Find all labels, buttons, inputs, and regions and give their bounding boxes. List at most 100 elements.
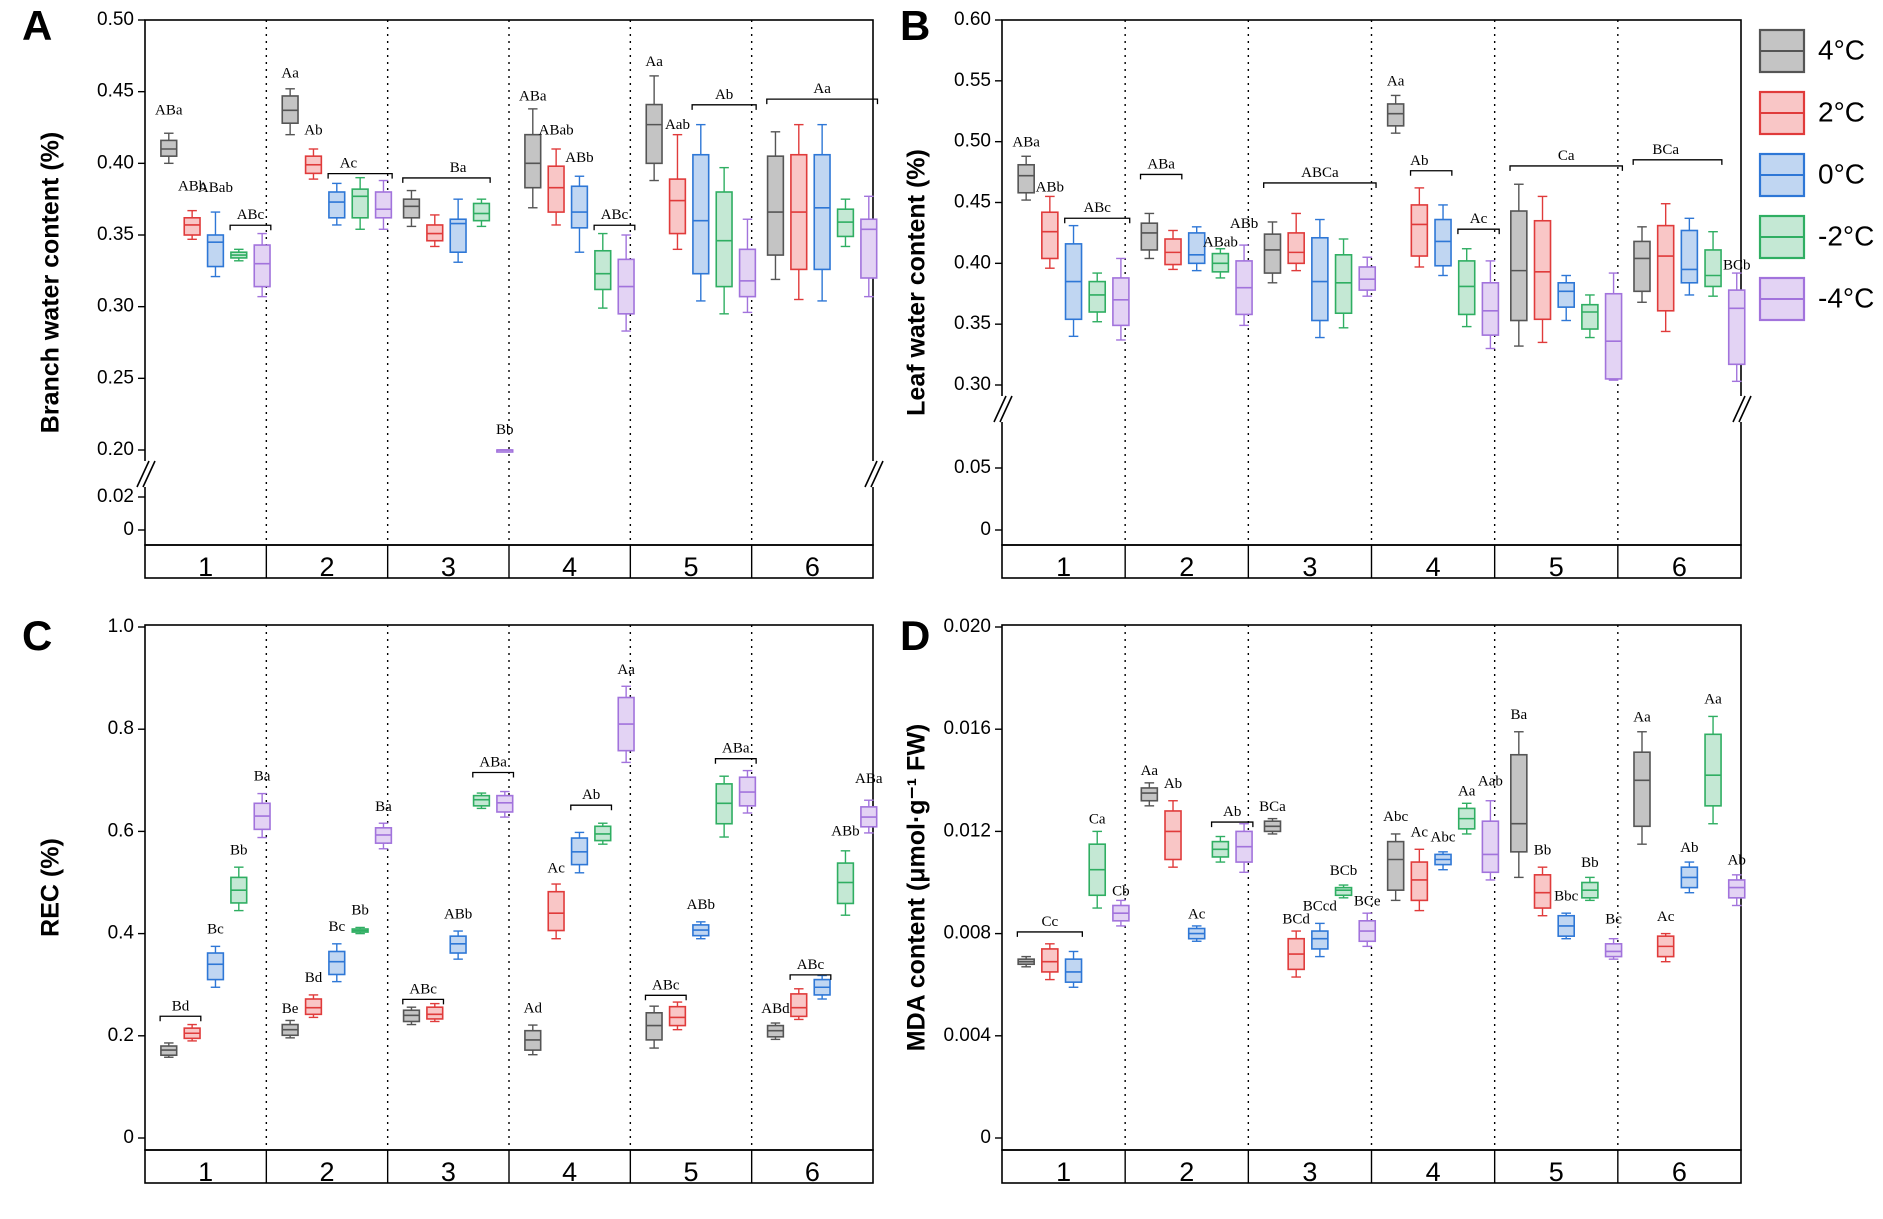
significance-label: Ba <box>1510 707 1527 723</box>
box--2°C <box>836 850 855 916</box>
box-body <box>1510 753 1528 853</box>
box-2°C <box>1041 195 1059 269</box>
box-4°C <box>1510 731 1528 879</box>
significance-label: Ac <box>547 860 565 876</box>
box--2°C <box>715 166 733 315</box>
legend: 4°C 2°C 0°C -2°C -4°C <box>1758 28 1874 322</box>
significance-label: Ca <box>1558 148 1575 164</box>
box-0°C <box>570 831 589 874</box>
y-tick-label: 0.25 <box>97 367 134 388</box>
category-label: 5 <box>1549 552 1564 582</box>
panel-letter: A <box>22 2 52 49</box>
box-4°C <box>1263 221 1282 284</box>
box-0°C <box>1187 226 1206 272</box>
significance-bracket <box>593 224 636 231</box>
significance-label: Ac <box>1411 825 1429 841</box>
category-label: 2 <box>319 552 334 582</box>
box--2°C <box>230 248 248 262</box>
y-tick-label: 0.55 <box>954 70 991 91</box>
box--2°C <box>1704 715 1722 825</box>
significance-label: ABc <box>652 977 680 993</box>
category-label: 6 <box>1672 1157 1687 1187</box>
legend-label: 2°C <box>1818 96 1865 127</box>
box-body <box>183 217 201 236</box>
box-0°C <box>570 175 589 253</box>
box-0°C <box>1064 950 1083 988</box>
significance-label: Ac <box>1657 909 1675 925</box>
y-tick-label: 0.004 <box>943 1025 991 1046</box>
box-body <box>668 1005 687 1027</box>
box-4°C <box>402 1006 421 1026</box>
box-4°C <box>1140 212 1159 260</box>
box-4°C <box>281 88 299 136</box>
box-body <box>813 153 831 271</box>
significance-label: Bb <box>1534 842 1552 858</box>
significance-label: ABc <box>237 207 265 223</box>
significance-label: Ab <box>304 123 322 139</box>
significance-label: Bb <box>496 422 514 438</box>
significance-bracket <box>1409 170 1453 176</box>
box-body <box>860 218 878 279</box>
significance-label: ABa <box>855 771 883 787</box>
box--4°C <box>738 769 757 814</box>
box-body <box>790 993 808 1018</box>
significance-bracket <box>1509 165 1624 171</box>
significance-label: Ba <box>254 768 271 784</box>
significance-bracket <box>1263 182 1377 188</box>
y-axis-label: REC (%) <box>37 838 65 937</box>
box--4°C <box>374 179 393 230</box>
box-4°C <box>1633 731 1651 845</box>
box-body <box>253 244 271 288</box>
y-tick-label: 0.20 <box>97 439 134 460</box>
box-body <box>1704 249 1722 288</box>
significance-bracket <box>1210 821 1254 828</box>
box-body <box>1633 240 1651 293</box>
box--2°C <box>1457 248 1476 328</box>
box--2°C <box>1334 884 1353 899</box>
box-0°C <box>206 211 225 278</box>
box-body <box>1481 281 1500 336</box>
box-4°C <box>281 1019 299 1039</box>
box-body <box>1680 229 1699 284</box>
box-body <box>524 133 542 189</box>
significance-label: BCcd <box>1303 899 1338 915</box>
significance-label: Bb <box>230 842 248 858</box>
significance-bracket <box>402 998 445 1005</box>
box-body <box>1334 886 1353 897</box>
box--2°C <box>1704 230 1722 297</box>
box--2°C <box>472 792 491 810</box>
box-4°C <box>524 1024 542 1056</box>
significance-label: ABb <box>565 150 593 166</box>
box--4°C <box>1727 874 1746 907</box>
significance-label: BCe <box>1354 893 1381 909</box>
box-2°C <box>547 148 565 226</box>
box-body <box>1510 210 1528 322</box>
significance-label: Aab <box>665 117 690 133</box>
y-tick-label: 0.45 <box>97 81 134 102</box>
category-label: 5 <box>683 552 698 582</box>
significance-label: Bc <box>328 919 345 935</box>
significance-label: ABb <box>831 823 859 839</box>
box--4°C <box>1481 800 1500 881</box>
y-tick-label: 0 <box>123 1127 134 1148</box>
category-label: 1 <box>198 1157 213 1187</box>
box-body <box>594 249 612 291</box>
category-label: 2 <box>319 1157 334 1187</box>
box--2°C <box>594 232 612 309</box>
significance-label: BCa <box>1652 142 1679 158</box>
category-label: 1 <box>198 552 213 582</box>
box-body <box>766 155 785 256</box>
box-4°C <box>766 131 785 281</box>
box-body <box>472 202 491 222</box>
significance-label: ABc <box>1083 200 1111 216</box>
box-0°C <box>1434 204 1452 277</box>
y-tick-label: 0.016 <box>943 718 991 739</box>
significance-bracket <box>1016 931 1083 937</box>
box--4°C <box>617 685 635 764</box>
box-body <box>1410 861 1429 902</box>
significance-label: ABa <box>519 88 547 104</box>
box--2°C <box>351 926 369 935</box>
box--4°C <box>738 218 757 314</box>
y-tick-label: 0.30 <box>954 374 991 395</box>
box-body <box>206 952 225 981</box>
